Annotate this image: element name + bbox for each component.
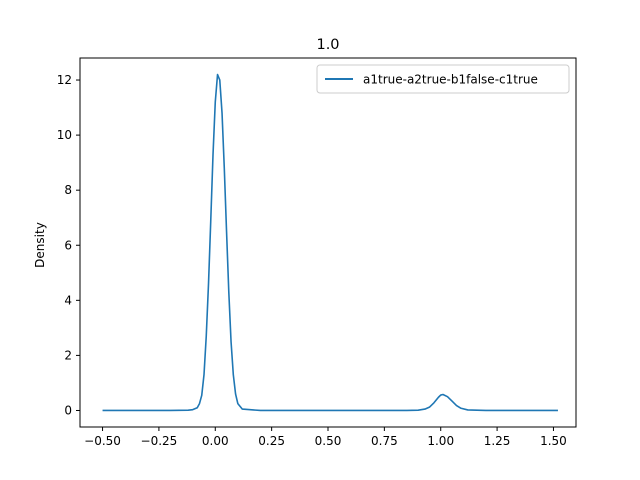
x-tick-label: −0.50 xyxy=(84,434,121,448)
y-tick-label: 4 xyxy=(64,293,72,307)
x-tick-label: 0.00 xyxy=(202,434,229,448)
x-tick-label: −0.25 xyxy=(141,434,178,448)
x-tick-label: 1.25 xyxy=(484,434,511,448)
y-tick-label: 2 xyxy=(64,348,72,362)
axis-ticks: −0.50 −0.25 0.00 0.25 0.50 0.75 1.00 1.25 1.50 0 2… xyxy=(57,73,567,448)
legend-box xyxy=(316,64,570,94)
x-tick-label: 0.25 xyxy=(258,434,285,448)
x-tick-label: 1.00 xyxy=(427,434,454,448)
y-tick-label: 8 xyxy=(64,183,72,197)
y-tick-label: 6 xyxy=(64,238,72,252)
y-axis-label: Density xyxy=(33,222,47,268)
legend: a1true-a2true-b1false-c1true xyxy=(316,64,570,94)
axes-frame xyxy=(79,57,577,428)
density-series-line xyxy=(102,73,558,412)
x-tick-label: 0.75 xyxy=(371,434,398,448)
y-tick-label: 10 xyxy=(57,128,72,142)
plot-area xyxy=(102,73,558,412)
x-tick-label: 0.50 xyxy=(315,434,342,448)
legend-label: a1true-a2true-b1false-c1true xyxy=(363,73,538,87)
y-tick-label: 12 xyxy=(57,73,72,87)
x-tick-label: 1.50 xyxy=(540,434,567,448)
chart-title: 1.0 xyxy=(316,37,339,53)
y-tick-label: 0 xyxy=(64,403,72,417)
